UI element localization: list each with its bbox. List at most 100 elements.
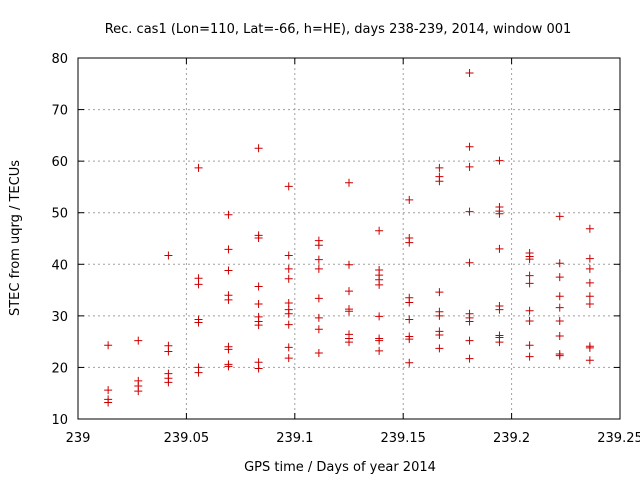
data-point — [495, 244, 504, 253]
data-point — [465, 354, 474, 363]
data-point — [224, 210, 233, 219]
data-point — [555, 351, 564, 360]
y-axis-label: STEC from uqrg / TECUs — [8, 160, 23, 316]
data-point — [224, 362, 233, 371]
data-point — [585, 264, 594, 273]
x-tick-label: 239.2 — [493, 431, 530, 446]
tick-labels: 239 239.05 239.1 239.15 239.2 239.25 10 20 30 40 5… — [51, 52, 640, 446]
x-tick-label: 239.05 — [164, 431, 210, 446]
y-tick-label: 70 — [51, 104, 68, 119]
data-point — [314, 325, 323, 334]
data-point — [254, 282, 263, 291]
data-point — [254, 233, 263, 242]
data-point — [104, 341, 113, 350]
data-point — [104, 398, 113, 407]
data-point — [435, 163, 444, 172]
data-point — [345, 178, 353, 187]
data-point — [495, 305, 504, 314]
data-point — [134, 336, 143, 345]
x-axis-label: GPS time / Days of year 2014 — [244, 460, 436, 475]
x-tick-label: 239.15 — [380, 431, 426, 446]
data-point — [525, 271, 534, 280]
data-point — [525, 341, 534, 350]
y-tick-label: 10 — [51, 413, 68, 428]
data-point — [405, 298, 414, 307]
data-point — [194, 163, 203, 172]
data-point — [585, 254, 594, 263]
y-tick-label: 80 — [51, 52, 68, 67]
y-tick-label: 30 — [51, 310, 68, 325]
data-point — [375, 280, 384, 289]
data-point — [224, 345, 233, 354]
data-point — [345, 287, 353, 296]
data-point — [585, 356, 594, 365]
data-point — [435, 288, 444, 297]
data-point — [345, 307, 353, 316]
data-point — [194, 280, 203, 289]
data-point — [254, 299, 263, 308]
data-point — [375, 336, 384, 345]
data-point — [284, 320, 293, 329]
data-point — [224, 295, 233, 304]
data-point — [495, 209, 504, 218]
data-point — [555, 212, 564, 221]
data-point — [254, 364, 263, 373]
data-point — [525, 352, 534, 361]
y-tick-label: 20 — [51, 361, 68, 376]
data-point — [555, 317, 564, 326]
data-point — [555, 331, 564, 340]
data-point — [345, 260, 353, 269]
data-point — [284, 309, 293, 318]
data-point — [525, 279, 534, 288]
data-point — [104, 386, 113, 395]
data-point — [555, 273, 564, 282]
data-point — [224, 245, 233, 254]
data-point — [164, 378, 173, 387]
data-point — [284, 343, 293, 352]
data-point — [375, 226, 384, 235]
data-point — [435, 344, 444, 353]
data-point — [435, 330, 444, 339]
data-point — [585, 299, 594, 308]
data-point — [465, 162, 474, 171]
data-point — [465, 207, 474, 216]
data-point — [194, 368, 203, 377]
data-point — [555, 303, 564, 312]
data-point — [465, 336, 474, 345]
data-point — [375, 312, 384, 321]
data-point — [465, 68, 474, 77]
data-point — [435, 311, 444, 320]
data-point — [284, 354, 293, 363]
data-point — [314, 313, 323, 322]
chart-title: Rec. cas1 (Lon=110, Lat=-66, h=HE), days… — [105, 22, 572, 37]
data-point — [284, 274, 293, 283]
data-point — [314, 294, 323, 303]
data-point — [375, 346, 384, 355]
data-point — [164, 347, 173, 356]
data-points — [104, 68, 594, 407]
y-tick-label: 50 — [51, 207, 68, 222]
data-point — [254, 144, 263, 153]
data-point — [405, 358, 414, 367]
data-point — [465, 258, 474, 267]
data-point — [585, 292, 594, 301]
data-point — [465, 142, 474, 151]
axis-ticks — [77, 57, 621, 420]
y-tick-label: 60 — [51, 155, 68, 170]
data-point — [585, 278, 594, 287]
data-point — [284, 251, 293, 260]
data-point — [224, 266, 233, 275]
data-point — [525, 317, 534, 326]
data-point — [405, 195, 414, 204]
data-point — [435, 177, 444, 186]
plot-frame — [77, 57, 621, 420]
data-point — [405, 315, 414, 324]
data-point — [405, 335, 414, 344]
data-point — [555, 259, 564, 268]
data-point — [585, 343, 594, 352]
data-point — [405, 238, 414, 247]
x-tick-label: 239 — [66, 431, 91, 446]
data-point — [254, 321, 263, 330]
